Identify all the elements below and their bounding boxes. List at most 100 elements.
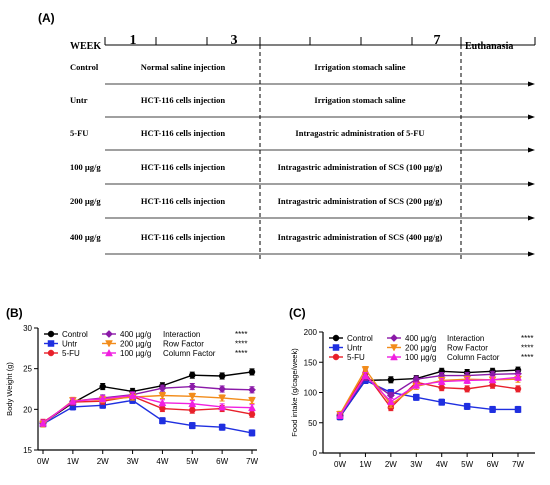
week-tick-label-3: 3	[231, 33, 238, 48]
group-label: 100 µg/g	[70, 162, 101, 172]
data-point	[489, 406, 496, 413]
data-point	[412, 381, 421, 389]
series-line	[42, 394, 253, 424]
legend-label: Control	[62, 330, 88, 339]
group-label: Untr	[70, 95, 88, 105]
stat-label: Row Factor	[447, 344, 488, 353]
panel-c-label: (C)	[289, 306, 306, 320]
stat-value: ****	[235, 330, 247, 339]
legend-label: 5-FU	[347, 353, 365, 362]
data-point	[158, 398, 167, 407]
data-point	[188, 399, 197, 407]
timeline-arrow-head	[528, 215, 535, 221]
stat-label: Row Factor	[163, 340, 204, 349]
data-point	[188, 382, 197, 391]
data-point	[218, 402, 227, 411]
timeline-row: 200 µg/g HCT-116 cells injection Intragast…	[70, 196, 535, 221]
euthanasia-label: Euthanasia	[465, 41, 513, 52]
phase1-label: HCT-116 cells injection	[141, 232, 225, 242]
y-tick-label: 150	[304, 358, 318, 367]
data-point	[361, 366, 370, 374]
y-axis-label: Food intake (g/cage/week)	[290, 348, 299, 437]
legend-label: 200 µg/g	[405, 344, 436, 353]
y-tick-label: 15	[23, 446, 32, 455]
series-line	[42, 395, 253, 423]
data-point	[158, 384, 167, 393]
legend-label: 400 µg/g	[405, 334, 436, 343]
data-point	[218, 385, 227, 393]
data-point	[218, 423, 226, 431]
group-label: Control	[70, 62, 99, 72]
phase2-label: Irrigation stomach saline	[314, 62, 405, 72]
series-line	[339, 371, 519, 416]
data-point	[248, 397, 256, 405]
x-tick-label: 2W	[97, 457, 109, 466]
data-point	[189, 406, 196, 414]
x-tick-label: 1W	[67, 457, 79, 466]
stat-label: Interaction	[163, 330, 200, 339]
timeline-arrow-head	[528, 81, 535, 87]
group-label: 200 µg/g	[70, 196, 101, 206]
phase1-label: HCT-116 cells injection	[141, 128, 225, 138]
data-point	[98, 394, 107, 403]
legend-marker	[390, 334, 398, 342]
phase2-label: Intragastric administration of SCS (400 …	[278, 232, 443, 242]
timeline-arrow-head	[528, 181, 535, 187]
phase2-label: Irrigation stomach saline	[314, 95, 405, 105]
x-tick-label: 4W	[436, 460, 448, 469]
data-point	[387, 376, 395, 384]
stat-label: Interaction	[447, 334, 484, 343]
x-tick-label: 2W	[385, 460, 397, 469]
group-label: 5-FU	[70, 128, 88, 138]
phase1-label: HCT-116 cells injection	[141, 196, 225, 206]
data-point	[128, 391, 137, 399]
data-point	[361, 371, 370, 379]
legend-label: Untr	[62, 340, 77, 349]
y-tick-label: 25	[23, 365, 32, 374]
phase1-label: Normal saline injection	[141, 62, 226, 72]
series-untr	[39, 396, 256, 437]
timeline-row: 100 µg/g HCT-116 cells injection Intragast…	[70, 162, 535, 187]
stat-label: Column Factor	[163, 349, 216, 358]
data-point	[248, 368, 256, 376]
legend-marker	[105, 348, 113, 357]
data-point	[99, 383, 106, 390]
x-tick-label: 3W	[127, 457, 139, 466]
legend-marker	[105, 340, 113, 348]
timeline-arrow-head	[528, 251, 535, 257]
phase1-label: HCT-116 cells injection	[141, 162, 225, 172]
x-tick-label: 1W	[359, 460, 371, 469]
data-point	[463, 403, 471, 410]
legend-marker	[332, 344, 340, 351]
stat-label: Column Factor	[447, 353, 500, 362]
phase2-label: Intragastric administration of SCS (100 …	[278, 162, 443, 172]
phase2-label: Intragastric administration of SCS (200 …	[278, 196, 443, 206]
week-tick-label-7: 7	[434, 33, 441, 48]
y-tick-label: 200	[304, 328, 318, 337]
data-point	[437, 377, 446, 385]
legend-marker	[47, 330, 55, 338]
data-point	[336, 411, 344, 419]
data-point	[188, 393, 197, 401]
data-point	[159, 405, 166, 412]
data-point	[438, 384, 445, 391]
stat-value: ****	[521, 334, 533, 343]
timeline-arrow-head	[528, 147, 535, 153]
food-intake-chart: 0 50 100 150 200 0W 1W 2W 3W 4W 5W 6W 7W Food intake …	[290, 328, 535, 469]
timeline-row: Untr HCT-116 cells injection Irrigation st…	[70, 95, 535, 120]
y-axis-label: Body Weight (g)	[5, 362, 14, 416]
y-tick-label: 50	[308, 419, 317, 428]
legend-marker	[105, 330, 113, 338]
stat-value: ****	[235, 340, 247, 349]
data-point	[463, 385, 471, 393]
data-point	[413, 394, 420, 401]
timeline-rows: Control Normal saline injection Irrigation…	[70, 62, 535, 257]
data-point	[159, 417, 166, 424]
data-point	[189, 371, 196, 379]
series-100-g-g	[336, 371, 522, 420]
data-point	[514, 373, 522, 381]
timeline-row: 5-FU HCT-116 cells injection Intragastric …	[70, 128, 535, 153]
timeline-arrow-head	[528, 114, 535, 120]
legend-marker	[47, 349, 55, 357]
